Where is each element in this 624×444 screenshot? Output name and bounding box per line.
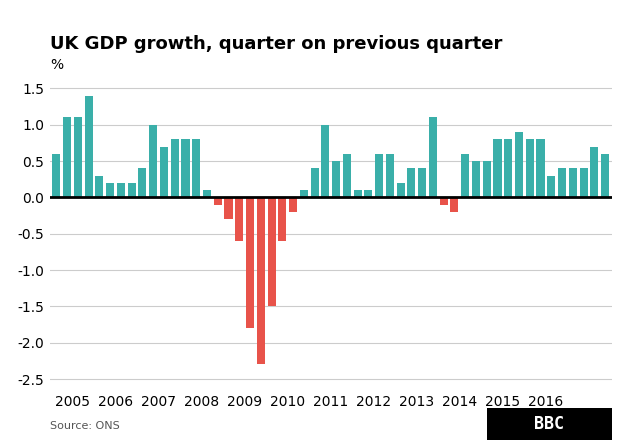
Bar [117, 183, 125, 198]
Bar [375, 154, 383, 198]
Bar [590, 147, 598, 198]
Bar [289, 198, 297, 212]
Bar [343, 154, 351, 198]
Bar [95, 175, 104, 198]
Bar [278, 198, 286, 241]
Bar [192, 139, 200, 198]
Bar [225, 198, 233, 219]
Bar [547, 175, 555, 198]
Bar [483, 161, 490, 198]
Bar [52, 154, 61, 198]
Bar [364, 190, 373, 198]
Bar [568, 168, 577, 198]
Bar [397, 183, 405, 198]
Bar [537, 139, 545, 198]
Bar [601, 154, 609, 198]
Bar [407, 168, 416, 198]
Bar [106, 183, 114, 198]
Bar [558, 168, 566, 198]
Bar [300, 190, 308, 198]
Bar [85, 95, 93, 198]
Bar [525, 139, 534, 198]
Bar [504, 139, 512, 198]
Bar [515, 132, 523, 198]
Bar [235, 198, 243, 241]
Text: Source: ONS: Source: ONS [50, 421, 120, 431]
Bar [354, 190, 362, 198]
Bar [429, 118, 437, 198]
Text: BBC: BBC [534, 415, 564, 433]
Bar [332, 161, 340, 198]
Bar [580, 168, 588, 198]
Bar [418, 168, 426, 198]
Bar [386, 154, 394, 198]
Bar [440, 198, 448, 205]
Bar [321, 125, 329, 198]
Bar [311, 168, 319, 198]
Bar [451, 198, 459, 212]
Bar [171, 139, 178, 198]
Bar [268, 198, 276, 306]
Bar [149, 125, 157, 198]
Text: UK GDP growth, quarter on previous quarter: UK GDP growth, quarter on previous quart… [50, 35, 502, 53]
Bar [74, 118, 82, 198]
Bar [128, 183, 136, 198]
Bar [213, 198, 222, 205]
Bar [494, 139, 502, 198]
Text: %: % [50, 58, 63, 72]
Bar [63, 118, 71, 198]
Bar [256, 198, 265, 365]
Bar [246, 198, 254, 328]
Bar [160, 147, 168, 198]
Bar [139, 168, 147, 198]
Bar [203, 190, 211, 198]
Bar [182, 139, 190, 198]
Bar [472, 161, 480, 198]
Bar [461, 154, 469, 198]
